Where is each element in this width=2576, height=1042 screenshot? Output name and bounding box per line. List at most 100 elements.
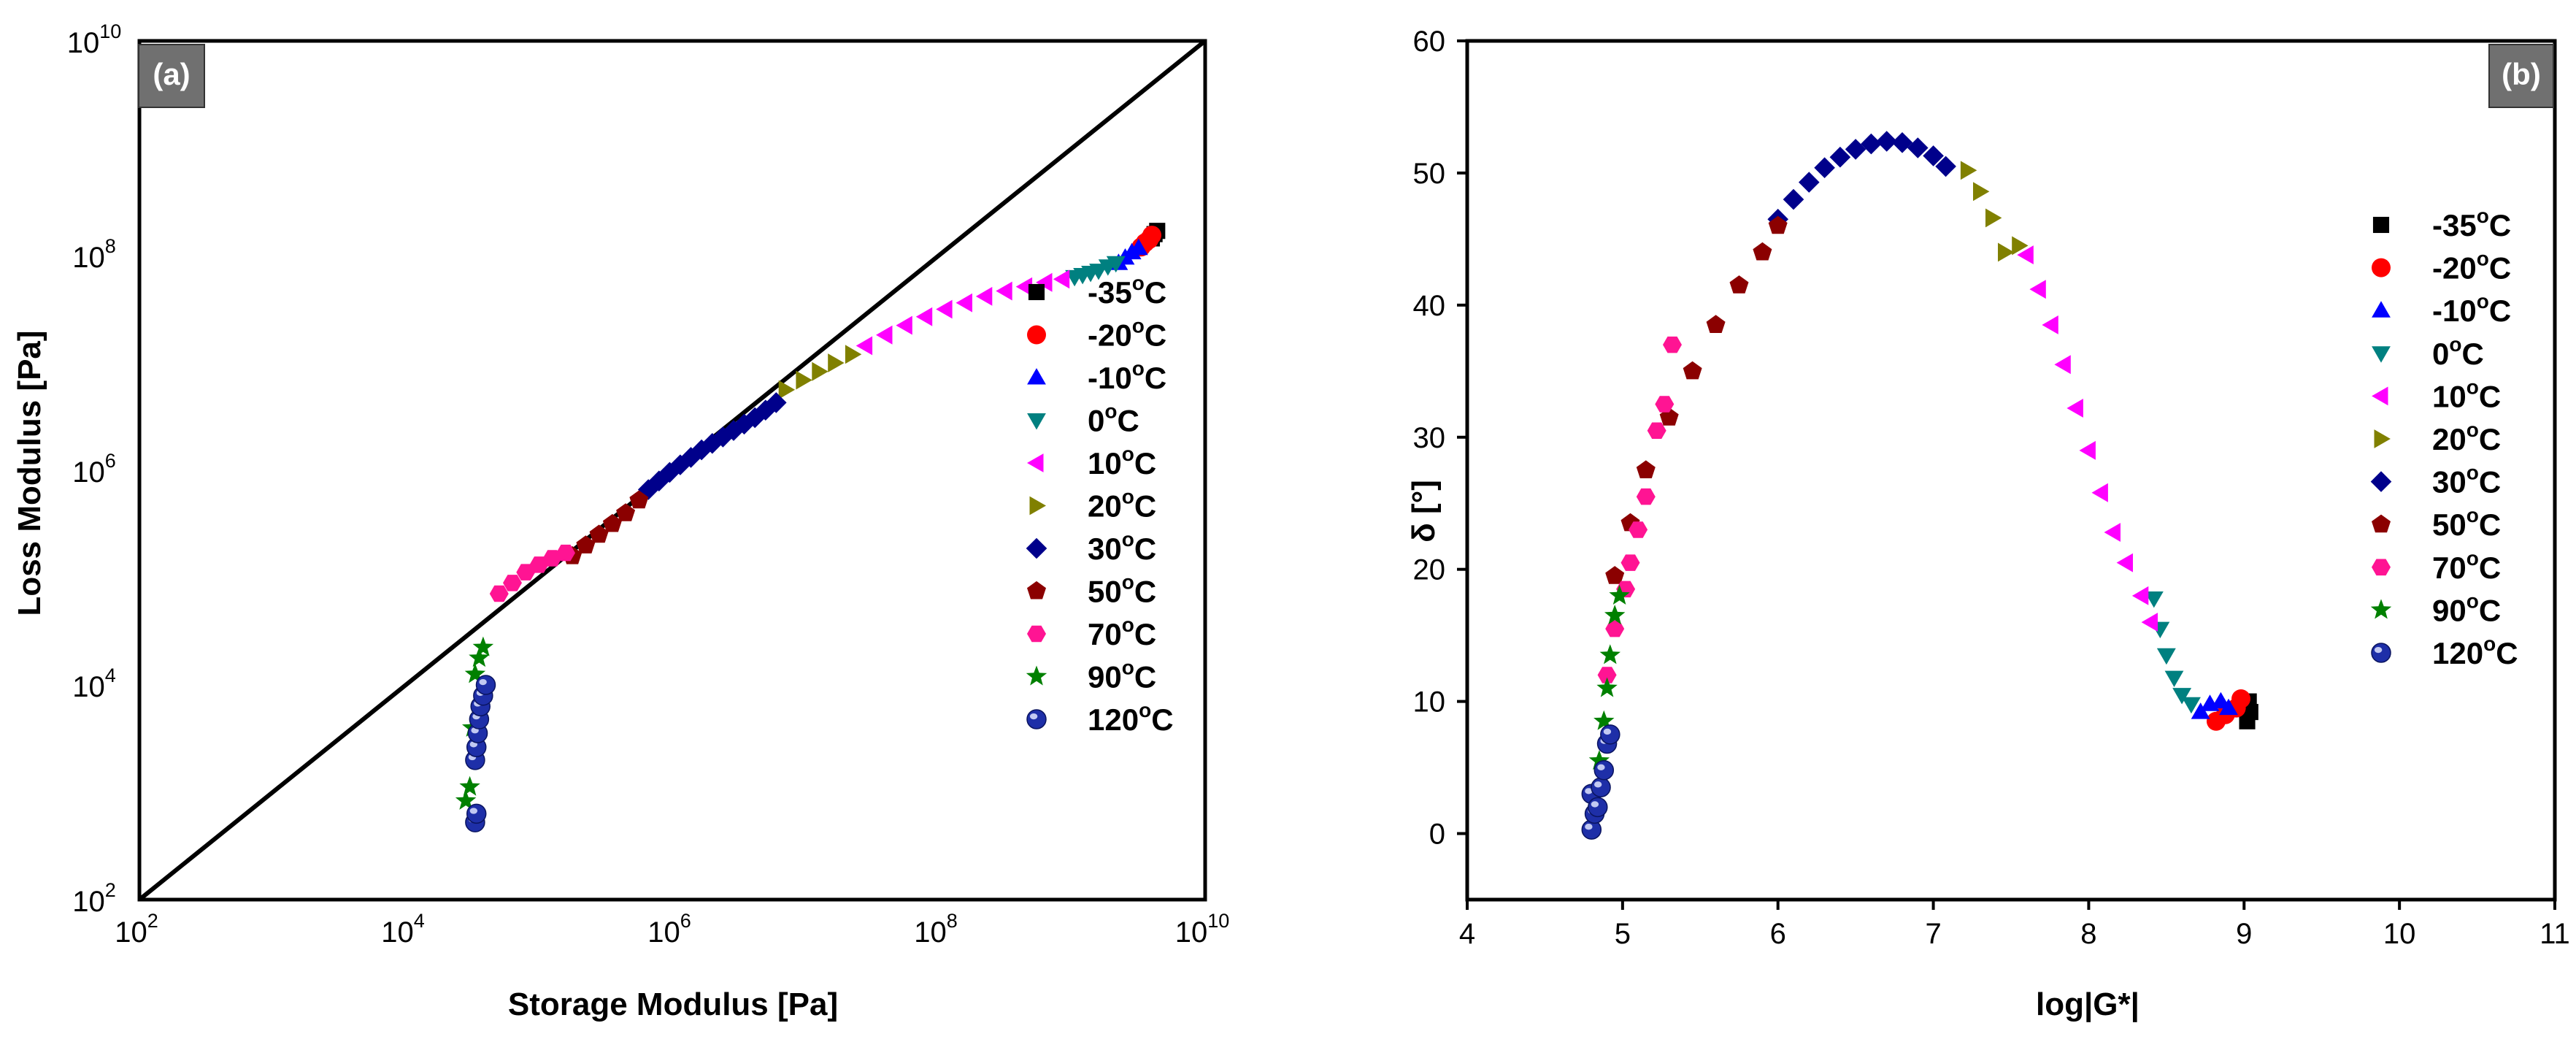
panel-b-point-10 — [2116, 553, 2133, 572]
panel-b-point-10 — [2141, 613, 2158, 632]
panel-a-point-10 — [975, 286, 993, 306]
panel-b-x-tick-label: 11 — [2540, 918, 2570, 950]
panel-b-point-10 — [2042, 315, 2058, 334]
panel-b-point-30 — [1829, 146, 1851, 168]
panel-b-point-20 — [1960, 161, 1977, 180]
panel-b-point-30 — [1876, 131, 1897, 152]
panel-b-point-70 — [1647, 422, 1666, 439]
panel-b-point-30 — [1907, 137, 1929, 158]
panel-b-point-90 — [1596, 677, 1618, 697]
panel-b-point-50 — [1636, 460, 1656, 478]
panel-a-legend-label-30: 30oC — [1088, 528, 1156, 566]
panel-b-point-120 — [1588, 797, 1608, 818]
panel-b-point-50 — [1605, 566, 1625, 584]
panel-a-point-90 — [464, 663, 486, 683]
panel-b-point-10 — [2104, 523, 2121, 542]
panel-a-legend-marker-20 — [1027, 325, 1046, 345]
panel-b-legend-label-0: 0oC — [2432, 333, 2484, 371]
panel-b-point-70 — [1655, 396, 1675, 413]
panel-b-legend-marker-20 — [2372, 258, 2391, 277]
panel-b-point-30 — [1783, 188, 1804, 210]
panel-b-point-90 — [1593, 710, 1615, 730]
panel-b-legend-marker-120 — [2371, 643, 2391, 663]
panel-b-point-20 — [1998, 242, 2015, 262]
panel-b-legend-label-20: -20oC — [2432, 248, 2511, 286]
panel-a-badge: (a) — [153, 57, 190, 91]
panel-a-point-50 — [576, 535, 596, 553]
panel-a-legend-label-20: 20oC — [1088, 486, 1156, 524]
panel-b-y-tick-label: 20 — [1413, 554, 1446, 586]
panel-a-x-axis-label: Storage Modulus [Pa] — [508, 987, 838, 1022]
panel-a-point-90 — [459, 775, 480, 796]
panel-a-legend-marker-0 — [1027, 413, 1046, 430]
panel-b-legend-marker-10 — [2372, 301, 2391, 318]
panel-b-point-10 — [2219, 698, 2238, 716]
panel-b-x-tick-label: 8 — [2080, 918, 2096, 950]
panel-b-point-10 — [2029, 280, 2046, 299]
panel-b-x-tick-label: 4 — [1459, 918, 1475, 950]
panel-a-point-30 — [744, 407, 766, 429]
panel-a-point-10 — [856, 336, 873, 356]
panel-b-legend-marker-20 — [2374, 429, 2391, 448]
panel-a-point-50 — [589, 524, 609, 543]
panel-b-point-30 — [1923, 145, 1944, 166]
panel-b-legend-label-90: 90oC — [2432, 589, 2501, 627]
panel-a-legend-label-120: 120oC — [1088, 699, 1174, 737]
panel-a-y-tick-label: 106 — [72, 450, 116, 489]
panel-a-legend: -35oC -20oC -10oC 0oC 10oC 20oC 30oC 50oC 70oC 90… — [1026, 272, 1174, 737]
panel-a-legend-marker-70 — [1027, 625, 1046, 643]
panel-b-point-90 — [1609, 584, 1630, 605]
panel-b-legend-label-35: -35oC — [2432, 204, 2511, 242]
panel-a-point-50 — [602, 513, 622, 532]
panel-b-x-tick-label: 9 — [2236, 918, 2252, 950]
panel-b-point-50 — [1729, 275, 1749, 294]
panel-a-legend-marker-10 — [1027, 368, 1046, 385]
panel-a-x-tick-label: 108 — [914, 910, 958, 949]
panel-b-point-30 — [1845, 139, 1866, 160]
panel-b-x-tick-label: 5 — [1615, 918, 1631, 950]
panel-b-plot-frame — [1465, 39, 2557, 902]
panel-b-point-120 — [1600, 724, 1620, 745]
panel-b-y-tick-label: 10 — [1413, 686, 1446, 719]
panel-a-plot-frame — [137, 39, 1207, 902]
panel-a-legend-marker-30 — [1026, 537, 1047, 559]
panel-b-y-axis-label: δ [°] — [1406, 480, 1442, 543]
panel-a-point-30 — [691, 439, 712, 461]
panel-a-x-tick-label: 104 — [381, 910, 425, 949]
panel-b-y-tick-label: 50 — [1413, 158, 1446, 190]
panel-b-point-0 — [2172, 688, 2192, 705]
panel-a-point-0 — [1089, 264, 1108, 280]
panel-a-point-10 — [1036, 272, 1053, 292]
panel-b-point-10 — [2066, 399, 2083, 418]
panel-a-point-10 — [1015, 277, 1033, 296]
panel-a-legend-label-35: -35oC — [1088, 272, 1166, 310]
panel-a-loss-vs-storage: 102 104 106 108 1010 102 104 106 108 1010 (a) Sto… — [12, 20, 1229, 1022]
panel-a-legend-marker-20 — [1029, 496, 1046, 516]
panel-b-point-90 — [1604, 605, 1626, 625]
panel-b-point-70 — [1663, 336, 1682, 353]
panel-b-legend-label-120: 120oC — [2432, 632, 2518, 670]
panel-a-point-70 — [529, 556, 549, 573]
panel-b-point-70 — [1620, 554, 1640, 571]
panel-b-y-tick-label: 0 — [1429, 819, 1445, 851]
panel-b-point-10 — [2091, 483, 2108, 502]
panel-a-point-0 — [1106, 256, 1126, 273]
panel-b-point-30 — [1935, 156, 1956, 177]
panel-b-point-20 — [2012, 236, 2029, 256]
panel-b-point-30 — [1799, 172, 1820, 193]
panel-a-point-20 — [796, 370, 812, 390]
panel-b-y-tick-label: 60 — [1413, 26, 1446, 58]
panel-a-y-tick-label: 102 — [72, 879, 116, 918]
panel-a-point-10 — [936, 299, 953, 319]
panel-b-y-tick-label: 40 — [1413, 290, 1446, 322]
panel-b-x-tick-label: 6 — [1770, 918, 1786, 950]
panel-a-legend-label-90: 90oC — [1088, 656, 1156, 694]
panel-a-point-10 — [956, 293, 972, 313]
panel-b-point-50 — [1753, 242, 1772, 261]
panel-b-badge-box — [2488, 44, 2554, 108]
panel-b-legend-label-20: 20oC — [2432, 418, 2501, 456]
panel-b-legend-marker-70 — [2372, 559, 2391, 576]
panel-b-legend-label-70: 70oC — [2432, 547, 2501, 585]
panel-b-point-0 — [2156, 648, 2176, 665]
